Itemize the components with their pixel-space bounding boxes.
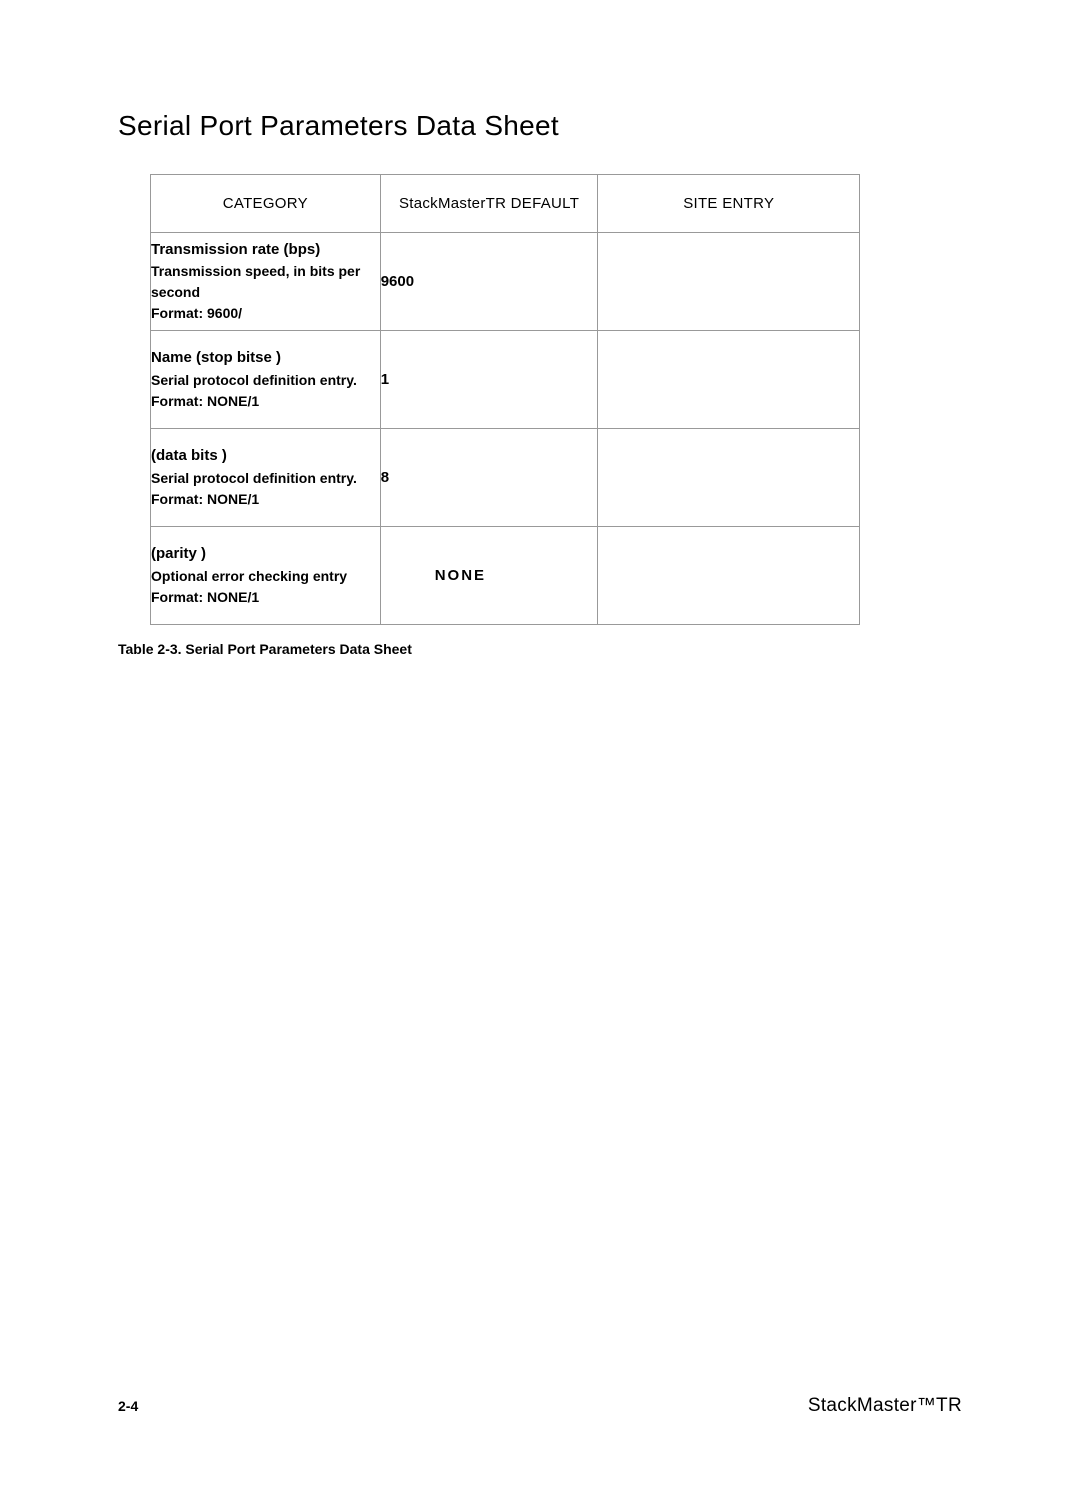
category-name: (data bits ) (151, 445, 380, 468)
header-category: CATEGORY (151, 175, 381, 233)
category-desc: Optional error checking entry (151, 566, 380, 587)
category-desc: Serial protocol definition entry. (151, 370, 380, 391)
default-value: 8 (380, 429, 598, 527)
parameters-table: CATEGORY StackMasterTR DEFAULT SITE ENTR… (150, 174, 860, 625)
category-desc: Serial protocol definition entry. (151, 468, 380, 489)
product-name: StackMaster™TR (808, 1395, 962, 1417)
page-number: 2-4 (118, 1398, 138, 1414)
header-entry: SITE ENTRY (598, 175, 860, 233)
site-entry (598, 429, 860, 527)
table-row: (parity ) Optional error checking entry … (151, 527, 860, 625)
category-name: (parity ) (151, 543, 380, 566)
default-value: 1 (380, 331, 598, 429)
category-name: Transmission rate (bps) (151, 239, 380, 262)
header-default: StackMasterTR DEFAULT (380, 175, 598, 233)
category-name: Name (stop bitse ) (151, 347, 380, 370)
table-row: (data bits ) Serial protocol definition … (151, 429, 860, 527)
category-format: Format: NONE/1 (151, 587, 380, 608)
site-entry (598, 331, 860, 429)
default-value: NONE (380, 527, 598, 625)
category-format: Format: NONE/1 (151, 391, 380, 412)
category-desc: Transmission speed, in bits per second (151, 261, 380, 303)
site-entry (598, 233, 860, 331)
table-row: Transmission rate (bps) Transmission spe… (151, 233, 860, 331)
footer: 2-4 StackMaster™TR (118, 1395, 962, 1417)
table-row: Name (stop bitse ) Serial protocol defin… (151, 331, 860, 429)
category-format: Format: NONE/1 (151, 489, 380, 510)
category-format: Format: 9600/ (151, 303, 380, 324)
default-value: 9600 (380, 233, 598, 331)
page-title: Serial Port Parameters Data Sheet (118, 110, 962, 142)
site-entry (598, 527, 860, 625)
table-caption: Table 2-3. Serial Port Parameters Data S… (118, 641, 962, 657)
